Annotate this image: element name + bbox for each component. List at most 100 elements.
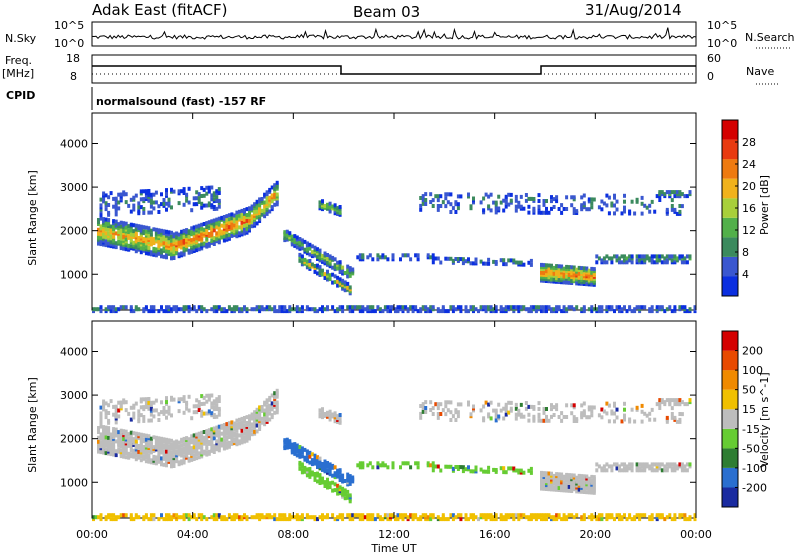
power-cell (212, 197, 216, 202)
velocity-cell (331, 513, 335, 518)
velocity-cell (185, 436, 189, 441)
power-cell (565, 195, 569, 200)
velocity-cell (532, 414, 536, 419)
velocity-cell (220, 431, 224, 436)
velocity-cell (197, 445, 201, 450)
power-cell (537, 305, 541, 310)
velocity-cell (107, 435, 111, 440)
velocity-cell (326, 513, 329, 518)
power-cell (373, 309, 377, 314)
power-cell (630, 309, 634, 314)
velocity-cell (333, 488, 337, 493)
velocity-cell (497, 414, 501, 419)
velocity-cell (565, 482, 569, 487)
power-cell (409, 305, 413, 310)
power-cell (333, 309, 337, 314)
power-cell (107, 305, 111, 310)
power-cell (494, 305, 498, 310)
power-cell (160, 248, 163, 253)
velocity-cell (197, 431, 201, 436)
velocity-cell (613, 517, 616, 522)
power-cell (303, 239, 307, 244)
power-cell (190, 307, 194, 312)
velocity-cell (230, 420, 234, 425)
velocity-cell (673, 398, 677, 403)
power-cell (660, 305, 664, 310)
power-cell (678, 204, 682, 208)
velocity-cell (215, 407, 219, 411)
power-cell (618, 309, 621, 314)
power-cell (298, 252, 302, 257)
velocity-cell (494, 513, 498, 518)
power-cell (137, 209, 141, 214)
power-cell (540, 305, 543, 310)
velocity-cell (210, 427, 214, 432)
power-cell (670, 258, 674, 263)
velocity-cell (414, 513, 418, 518)
power-cell (230, 222, 234, 227)
velocity-cell (419, 415, 423, 420)
power-cell (650, 305, 654, 310)
power-cell (597, 205, 601, 210)
power-cell (160, 242, 163, 247)
power-cell (152, 192, 156, 197)
power-cell (519, 260, 523, 265)
power-cell (202, 203, 206, 208)
velocity-cell (519, 402, 523, 407)
power-cell (328, 205, 332, 210)
velocity-cell (124, 455, 128, 460)
power-cell (273, 193, 277, 197)
velocity-cell (114, 404, 118, 409)
velocity-cell (341, 517, 345, 522)
velocity-cell (560, 418, 564, 423)
velocity-cell (527, 468, 531, 473)
velocity-cell (310, 452, 314, 457)
velocity-cell (318, 460, 322, 465)
power-cell (142, 307, 146, 312)
velocity-cell (230, 430, 234, 435)
power-cell (658, 254, 662, 259)
power-cell (610, 260, 614, 265)
power-cell (467, 192, 470, 197)
power-cell (358, 305, 362, 310)
velocity-cell (187, 517, 191, 522)
power-cell (451, 206, 455, 211)
velocity-cell (663, 468, 667, 473)
velocity-cell (648, 515, 652, 520)
power-cell (338, 266, 342, 271)
power-cell (117, 230, 121, 234)
power-cell (122, 229, 126, 233)
velocity-cell (328, 481, 332, 486)
power-cell (519, 194, 523, 199)
power-cell (653, 260, 657, 265)
power-cell (127, 203, 131, 208)
power-cell (170, 252, 173, 257)
velocity-cell (499, 408, 503, 413)
power-cell (187, 309, 191, 314)
power-cell (683, 260, 687, 265)
power-cell (295, 235, 299, 240)
velocity-cell (623, 462, 626, 467)
power-cell (202, 227, 206, 232)
velocity-cell (348, 493, 352, 498)
power-cell (401, 305, 405, 310)
velocity-cell (411, 513, 415, 518)
velocity-cell (346, 476, 350, 481)
power-cell (663, 256, 667, 261)
velocity-cell (590, 517, 594, 522)
velocity-cell (154, 408, 158, 413)
power-cell (562, 280, 566, 285)
power-cell (177, 189, 181, 194)
power-cell (597, 256, 601, 261)
power-cell (532, 206, 536, 211)
power-cell (278, 309, 282, 314)
velocity-cell (142, 437, 146, 442)
power-cell (220, 229, 224, 234)
velocity-cell (502, 406, 506, 411)
power-cell (220, 223, 224, 228)
velocity-cell (587, 515, 591, 520)
velocity-cell (514, 416, 518, 421)
velocity-cell (160, 450, 163, 455)
power-cell (162, 246, 166, 251)
power-cell (613, 254, 616, 259)
